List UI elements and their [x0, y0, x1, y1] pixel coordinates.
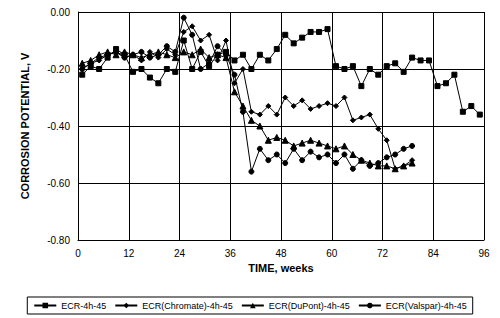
- svg-text:ECR(Chromate)-4h-45: ECR(Chromate)-4h-45: [142, 301, 233, 311]
- svg-text:36: 36: [225, 248, 237, 259]
- svg-text:-0.80: -0.80: [47, 235, 70, 246]
- svg-text:24: 24: [174, 248, 186, 259]
- svg-text:84: 84: [428, 248, 440, 259]
- svg-text:ECR(DuPont)-4h-45: ECR(DuPont)-4h-45: [269, 301, 350, 311]
- svg-text:96: 96: [478, 248, 490, 259]
- svg-text:12: 12: [123, 248, 135, 259]
- svg-text:0.00: 0.00: [51, 7, 71, 18]
- svg-text:48: 48: [275, 248, 287, 259]
- svg-text:ECR-4h-45: ECR-4h-45: [61, 301, 106, 311]
- svg-text:ECR(Valspar)-4h-45: ECR(Valspar)-4h-45: [386, 301, 467, 311]
- svg-text:72: 72: [377, 248, 389, 259]
- svg-text:-0.40: -0.40: [47, 121, 70, 132]
- svg-text:TIME, weeks: TIME, weeks: [248, 262, 313, 274]
- svg-text:0: 0: [75, 248, 81, 259]
- svg-text:-0.60: -0.60: [47, 178, 70, 189]
- svg-text:-0.20: -0.20: [47, 64, 70, 75]
- svg-text:CORROSION POTENTIAL, V: CORROSION POTENTIAL, V: [19, 52, 31, 199]
- svg-text:60: 60: [326, 248, 338, 259]
